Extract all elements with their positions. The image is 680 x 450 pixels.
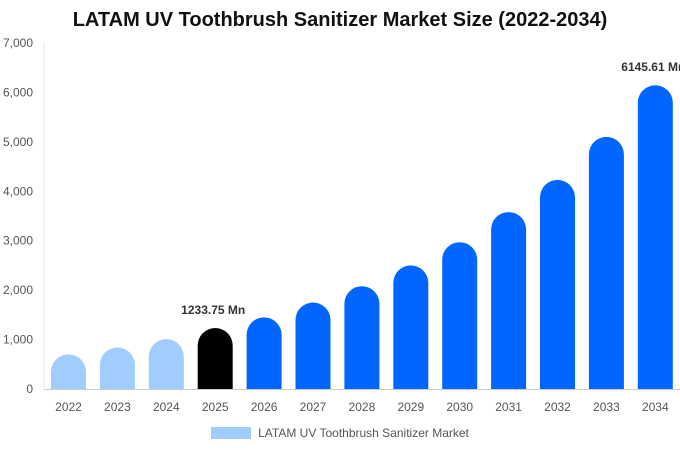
y-tick-label: 7,000 (3, 36, 33, 50)
x-tick-label: 2032 (544, 400, 571, 414)
y-tick-label: 1,000 (3, 333, 33, 347)
bar-2027 (295, 302, 331, 389)
legend-swatch (211, 427, 252, 439)
x-tick-label: 2034 (642, 400, 669, 414)
x-tick-label: 2025 (202, 400, 229, 414)
y-tick-label: 3,000 (3, 234, 33, 248)
bar-2025 (197, 328, 233, 389)
x-tick-label: 2024 (153, 400, 180, 414)
bar-2031 (491, 212, 527, 389)
chart-title: LATAM UV Toothbrush Sanitizer Market Siz… (72, 9, 608, 31)
data-label-2034: 6145.61 Mn (621, 60, 680, 74)
y-tick-label: 6,000 (3, 85, 33, 99)
bar-2030 (442, 242, 478, 389)
y-tick-label: 0 (26, 382, 33, 396)
x-tick-label: 2027 (300, 400, 327, 414)
x-tick-label: 2030 (446, 400, 473, 414)
x-tick-label: 2022 (55, 400, 82, 414)
x-tick-label: 2033 (593, 400, 620, 414)
x-tick-label: 2031 (495, 400, 522, 414)
chart-legend: LATAM UV Toothbrush Sanitizer Market (0, 426, 680, 440)
bar-2034 (637, 85, 673, 389)
bar-2032 (540, 179, 575, 389)
x-tick-label: 2026 (251, 400, 278, 414)
x-tick-label: 2028 (349, 400, 376, 414)
x-tick-label: 2023 (104, 400, 131, 414)
legend-label: LATAM UV Toothbrush Sanitizer Market (258, 426, 469, 440)
data-label-2025: 1233.75 Mn (181, 303, 245, 317)
bar-2022 (51, 354, 86, 389)
y-tick-label: 2,000 (3, 283, 33, 297)
y-tick-label: 4,000 (3, 184, 33, 198)
bar-2028 (344, 286, 380, 389)
bar-2033 (588, 136, 624, 389)
bar-2029 (393, 265, 429, 389)
y-tick-label: 5,000 (3, 135, 33, 149)
bar-2026 (246, 317, 282, 389)
x-tick-label: 2029 (397, 400, 424, 414)
bar-2024 (148, 339, 184, 389)
bar-2023 (99, 347, 135, 389)
